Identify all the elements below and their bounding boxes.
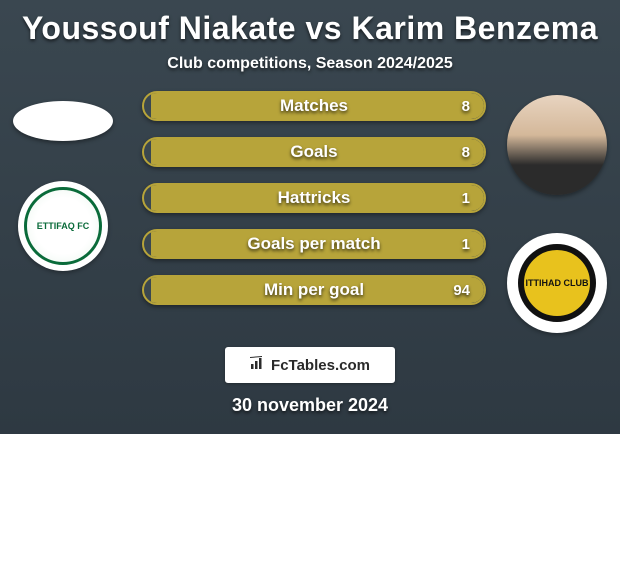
watermark-text: FcTables.com (271, 357, 370, 374)
stat-label: Matches (144, 93, 484, 119)
watermark: FcTables.com (225, 347, 395, 383)
footer-date: 30 november 2024 (0, 395, 620, 434)
stats-bars: Matches8Goals8Hattricks1Goals per match1… (118, 91, 502, 321)
stat-bar: Hattricks1 (142, 183, 486, 213)
player-avatar-left (13, 101, 113, 141)
content-row: ETTIFAQ FC Matches8Goals8Hattricks1Goals… (0, 91, 620, 343)
stat-label: Hattricks (144, 185, 484, 211)
stat-value-right: 8 (462, 93, 470, 119)
club-badge-left-icon: ETTIFAQ FC (24, 187, 102, 265)
left-player-column: ETTIFAQ FC (8, 91, 118, 271)
stat-label: Goals (144, 139, 484, 165)
stat-value-right: 8 (462, 139, 470, 165)
stat-label: Min per goal (144, 277, 484, 303)
club-badge-right-icon: ITTIHAD CLUB (518, 244, 596, 322)
club-logo-left: ETTIFAQ FC (18, 181, 108, 271)
comparison-card: Youssouf Niakate vs Karim Benzema Club c… (0, 0, 620, 434)
stat-value-right: 1 (462, 185, 470, 211)
stat-bar: Goals8 (142, 137, 486, 167)
club-logo-right: ITTIHAD CLUB (507, 233, 607, 333)
player-avatar-right (507, 95, 607, 195)
stat-bar: Goals per match1 (142, 229, 486, 259)
right-player-column: ITTIHAD CLUB (502, 91, 612, 333)
stat-bar: Min per goal94 (142, 275, 486, 305)
stat-label: Goals per match (144, 231, 484, 257)
stat-bar: Matches8 (142, 91, 486, 121)
chart-bars-icon (250, 356, 266, 374)
page-subtitle: Club competitions, Season 2024/2025 (0, 55, 620, 91)
page-title: Youssouf Niakate vs Karim Benzema (0, 0, 620, 55)
stat-value-right: 1 (462, 231, 470, 257)
stat-value-right: 94 (453, 277, 470, 303)
